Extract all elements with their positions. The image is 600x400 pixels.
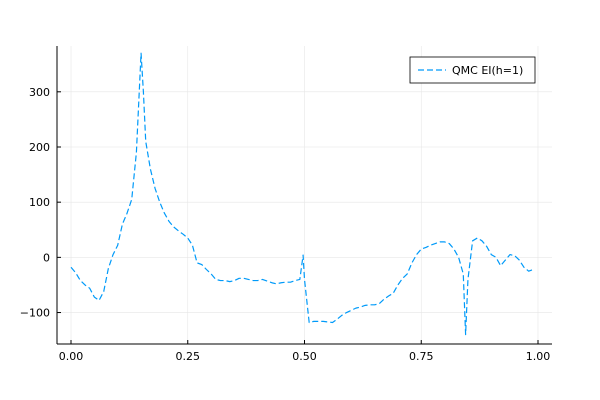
series-line [70,52,534,336]
x-tick-label: 1.00 [526,350,551,363]
grid-lines [57,46,552,344]
x-tick-label: 0.75 [409,350,434,363]
x-tick-label: 0.50 [292,350,317,363]
legend-label: QMC EI(h=1) [452,64,523,77]
y-tick-label: 100 [29,196,50,209]
y-tick-label: 300 [29,86,50,99]
series-layer [70,52,534,336]
tick-labels: 0.00 0.25 0.50 0.75 1.00 −100 0 100 200 300 [20,86,550,363]
axes [56,46,552,345]
y-tick-label: 0 [43,251,50,264]
y-tick-label: −100 [20,307,50,320]
x-tick-label: 0.00 [59,350,84,363]
legend: QMC EI(h=1) [409,56,536,84]
x-tick-label: 0.25 [176,350,201,363]
y-tick-label: 200 [29,141,50,154]
